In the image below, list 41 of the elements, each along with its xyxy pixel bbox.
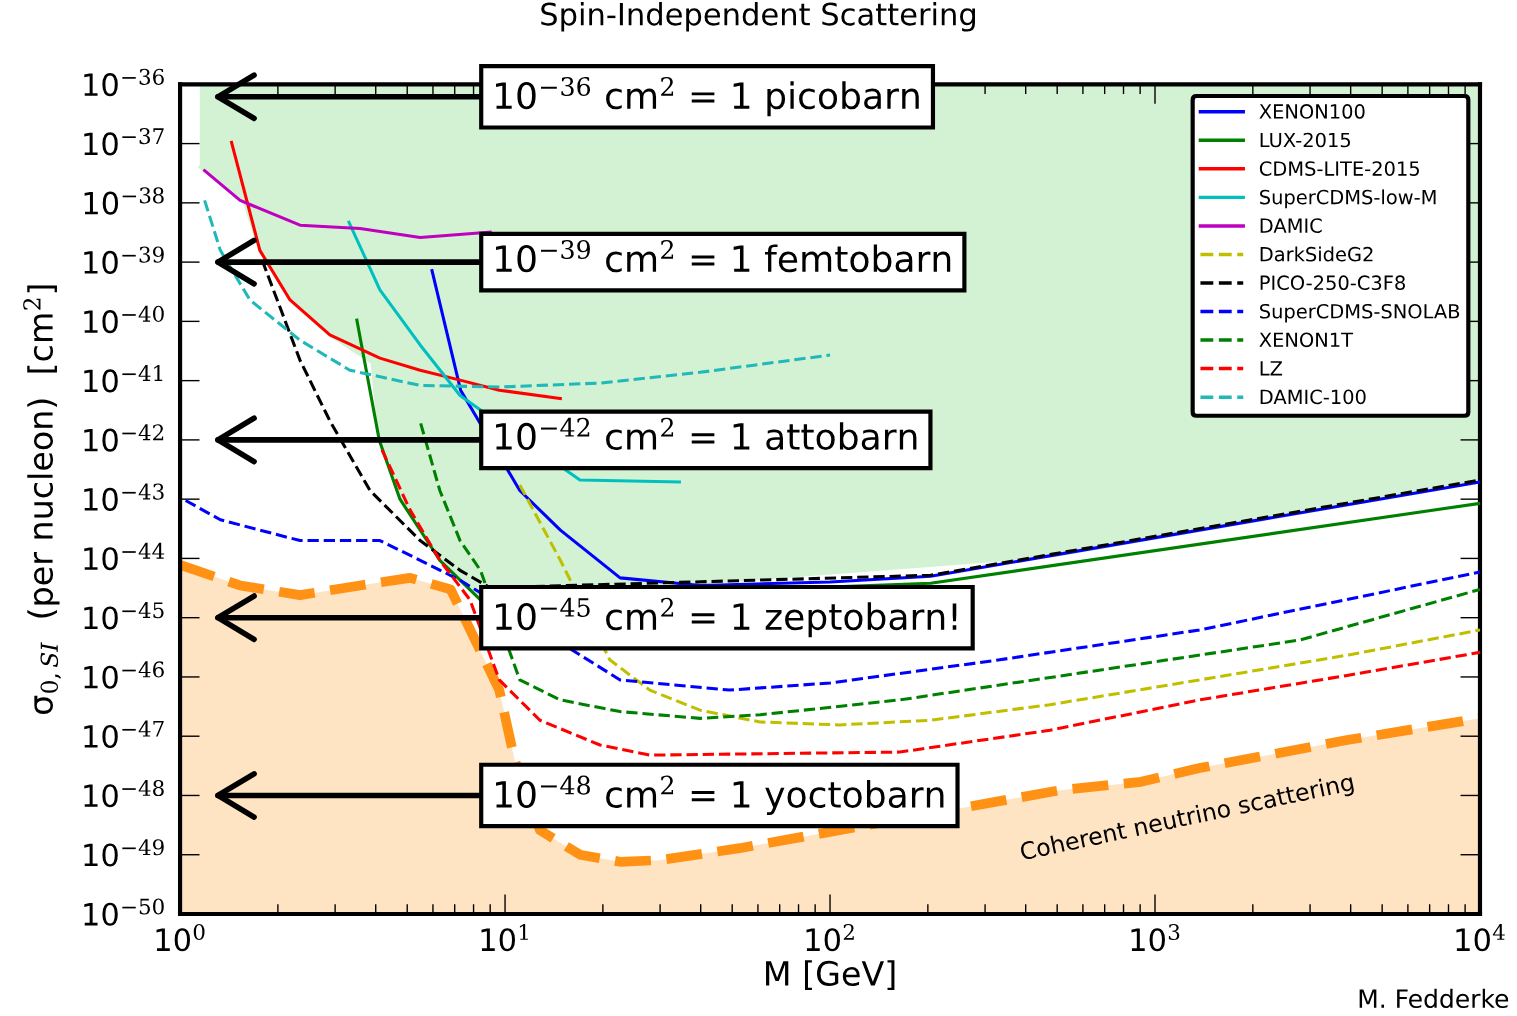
y-tick-label: 10$^{−47}$ bbox=[84, 720, 164, 749]
legend-label: PICO-250-C3F8 bbox=[1260, 275, 1405, 291]
annotation: 10$^{−45}$ cm$^{2}$ = 1 zeptobarn! bbox=[496, 597, 957, 638]
x-tick-label: 10$^{2}$ bbox=[806, 923, 854, 952]
x-tick-label: 10$^{4}$ bbox=[1456, 923, 1505, 952]
y-tick-label: 10$^{−43}$ bbox=[84, 483, 164, 511]
legend-label: SuperCDMS-low-M bbox=[1260, 189, 1436, 209]
y-tick-label: 10$^{−38}$ bbox=[84, 187, 164, 215]
legend-label: LUX-2015 bbox=[1260, 132, 1351, 148]
legend-label: DAMIC bbox=[1260, 218, 1322, 233]
annotation: 10$^{−42}$ cm$^{2}$ = 1 attobarn bbox=[496, 417, 917, 451]
annotation: 10$^{−39}$ cm$^{2}$ = 1 femtobarn bbox=[496, 239, 951, 273]
y-tick-label: 10$^{−50}$ bbox=[84, 898, 164, 926]
legend-label: SuperCDMS-SNOLAB bbox=[1260, 303, 1460, 323]
text: M. Fedderke bbox=[1359, 988, 1509, 1009]
y-tick-label: 10$^{−42}$ bbox=[84, 424, 164, 452]
y-tick-label: 10$^{−39}$ bbox=[84, 246, 164, 274]
annotation: Coherent neutrino scattering bbox=[1019, 772, 1355, 866]
legend-label: XENON1T bbox=[1259, 332, 1354, 348]
y-tick-label: 10$^{−44}$ bbox=[84, 542, 165, 571]
legend-label: DarkSideG2 bbox=[1260, 246, 1373, 262]
y-tick-label: 10$^{−37}$ bbox=[84, 128, 164, 156]
y-tick-label: 10$^{−36}$ bbox=[84, 68, 164, 97]
annotation: 10$^{−48}$ cm$^{2}$ = 1 yoctobarn bbox=[496, 775, 944, 815]
legend-label: CDMS-LITE-2015 bbox=[1259, 161, 1419, 176]
legend-label: DAMIC-100 bbox=[1260, 389, 1366, 405]
y-tick-label: 10$^{−41}$ bbox=[84, 365, 163, 393]
x-axis-title: M [GeV] bbox=[766, 960, 895, 990]
y-tick-label: 10$^{−40}$ bbox=[84, 305, 164, 334]
y-tick-label: 10$^{−46}$ bbox=[84, 661, 164, 689]
x-tick-label: 10$^{3}$ bbox=[1131, 923, 1180, 952]
y-tick-label: 10$^{−48}$ bbox=[84, 779, 164, 808]
y-axis-title: σ$_{0,SI}$ (per nucleon) [cm$^{2}$] bbox=[23, 285, 61, 714]
x-tick-label: 10$^{1}$ bbox=[481, 923, 528, 952]
annotation: 10$^{−36}$ cm$^{2}$ = 1 picobarn bbox=[496, 76, 919, 117]
y-tick-label: 10$^{−49}$ bbox=[84, 839, 164, 867]
legend-label: LZ bbox=[1260, 361, 1283, 376]
x-tick-label: 10$^{0}$ bbox=[156, 923, 205, 952]
chart-title: Spin-Independent Scattering bbox=[541, 2, 975, 32]
legend-label: XENON100 bbox=[1259, 104, 1365, 119]
y-tick-label: 10$^{−45}$ bbox=[84, 602, 164, 630]
